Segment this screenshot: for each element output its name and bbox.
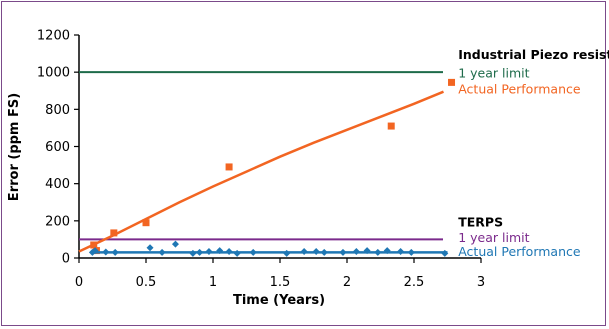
y-axis: 0 200 400 600 800 1000 1200 [37,29,80,267]
data-point-diamond [146,244,154,252]
x-tick-label: 2 [343,275,351,290]
x-tick-label: 1 [209,275,217,290]
y-tick-label: 800 [45,103,70,118]
y-axis-label: Error (ppm FS) [7,93,22,201]
data-point-square [225,163,233,171]
series-line [78,90,444,253]
x-tick-label: 0 [75,275,83,290]
series-layer [78,78,456,257]
x-axis: 0 0.5 1 1.5 2 2.5 3 [75,257,485,290]
annotation-label: TERPS [458,214,503,229]
x-tick-label: 0.5 [136,275,157,290]
y-tick-label: 0 [62,252,70,267]
annotation-label: 1 year limit [458,66,529,81]
y-tick-label: 1000 [37,66,70,81]
annotation-label: Actual Performance [458,244,581,259]
data-point-diamond [171,240,179,248]
x-tick-label: 3 [477,275,485,290]
annotation-label: Industrial Piezo resistive [458,47,609,62]
y-tick-label: 200 [45,214,70,229]
annotation-label: Actual Performance [458,81,581,96]
data-point-square [110,229,118,237]
y-tick-label: 400 [45,177,70,192]
x-axis-label: Time (Years) [233,293,325,308]
x-tick-label: 1.5 [270,275,291,290]
x-tick-label: 2.5 [404,275,425,290]
annotation-label: 1 year limit [458,230,529,245]
data-point-square [387,122,395,130]
y-tick-label: 600 [45,140,70,155]
reference-lines [79,71,443,241]
data-point-square [448,78,456,86]
data-point-square [142,219,150,227]
y-tick-label: 1200 [37,29,70,44]
annotations: Industrial Piezo resistive1 year limitAc… [458,47,609,259]
